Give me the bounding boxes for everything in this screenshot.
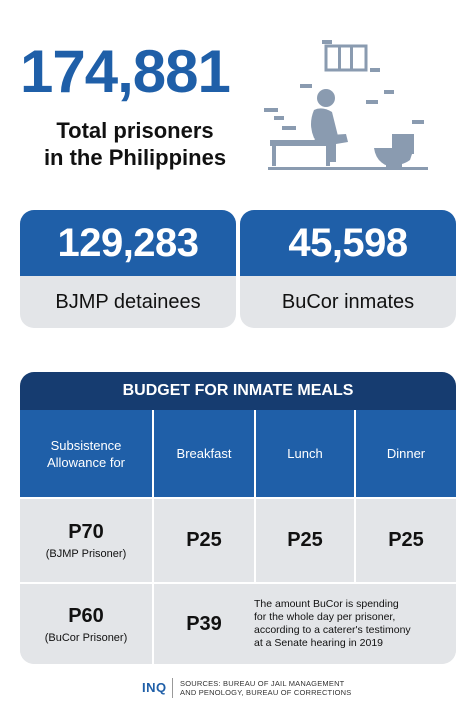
row2-note-line1: The amount BuCor is spending — [254, 598, 399, 610]
bucor-inmates-number: 45,598 — [240, 210, 456, 276]
bjmp-detainees-number: 129,283 — [20, 210, 236, 276]
header-allowance-line2: Allowance for — [46, 454, 126, 470]
row1-breakfast-cell: P25 — [154, 499, 254, 582]
inq-logo: INQ — [142, 680, 167, 695]
grid-line — [20, 582, 456, 584]
row1-lunch-cell: P25 — [256, 499, 354, 582]
bucor-inmates-label: BuCor inmates — [281, 290, 415, 313]
total-prisoners-number: 174,881 — [20, 38, 231, 105]
row1-dinner: P25 — [388, 529, 424, 551]
header-allowance: Subsistence Allowance for — [20, 410, 152, 497]
header-breakfast: Breakfast — [154, 410, 254, 497]
row1-who: (BJMP Prisoner) — [45, 548, 127, 560]
table-title: BUDGET FOR INMATE MEALS — [20, 372, 456, 410]
meal-budget-table: BUDGET FOR INMATE MEALS Subsistence Allo… — [20, 372, 456, 664]
header-lunch: Lunch — [256, 410, 354, 497]
row2-note-line4: at a Senate hearing in 2019 — [254, 637, 384, 649]
bjmp-detainees-label: BJMP detainees — [55, 290, 201, 313]
row1-dinner-cell: P25 — [356, 499, 456, 582]
source-line2: AND PENOLOGY, BUREAU OF CORRECTIONS — [180, 688, 352, 697]
row1-breakfast: P25 — [186, 529, 222, 551]
total-prisoners-label: Total prisoners in the Philippines — [20, 117, 250, 171]
grid-line — [20, 497, 456, 499]
header-allowance-line1: Subsistence — [50, 437, 122, 453]
bjmp-detainees-card: 129,283 BJMP detainees — [20, 210, 236, 328]
row2-note: The amount BuCor is spending for the who… — [254, 598, 411, 650]
row1-lunch: P25 — [287, 529, 323, 551]
prisoner-sitting-in-cell-icon — [264, 40, 428, 170]
row1-amount: P70 — [68, 521, 104, 543]
total-label-line1: Total prisoners — [56, 118, 214, 143]
total-label-line2: in the Philippines — [43, 145, 227, 170]
row2-allowance-cell: P60 (BuCor Prisoner) — [20, 584, 152, 664]
row2-amount: P60 — [68, 604, 104, 627]
sources-text: SOURCES: BUREAU OF JAIL MANAGEMENT AND P… — [180, 679, 351, 697]
row2-note-line2: for the whole day per prisoner, — [254, 611, 396, 623]
row2-who: (BuCor Prisoner) — [44, 631, 128, 644]
row2-daily-amount: P39 — [186, 612, 222, 635]
row1-allowance-cell: P70 (BJMP Prisoner) — [20, 499, 152, 582]
header-dinner: Dinner — [356, 410, 456, 497]
grid-line — [152, 584, 154, 664]
source-line1: SOURCES: BUREAU OF JAIL MANAGEMENT — [180, 679, 345, 688]
footer-divider — [172, 678, 173, 698]
bucor-inmates-card: 45,598 BuCor inmates — [240, 210, 456, 328]
row2-daily-cell: P39 The amount BuCor is spending for the… — [154, 584, 456, 664]
row2-note-line3: according to a caterer's testimony — [254, 624, 411, 636]
